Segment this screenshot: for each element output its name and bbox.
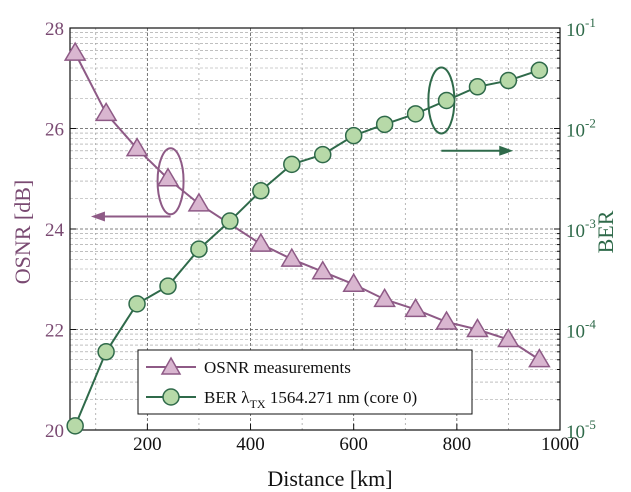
- ber-point: [221, 212, 239, 230]
- osnr-point: [528, 348, 551, 368]
- left-axis: 20 22 24 26 28: [45, 19, 76, 442]
- ber-point: [159, 277, 177, 295]
- ber-point: [128, 295, 146, 313]
- osnr-point: [497, 328, 520, 348]
- left-tick-label: 28: [45, 19, 64, 40]
- ber-point: [468, 78, 487, 96]
- right-tick-label: 10-3: [566, 216, 596, 242]
- ber-arrow-head: [499, 145, 514, 156]
- left-tick-label: 20: [45, 421, 64, 442]
- legend-osnr-marker: [160, 356, 182, 375]
- osnr-point: [249, 232, 273, 252]
- osnr-point: [404, 297, 427, 318]
- ber-point: [375, 115, 394, 134]
- ber-point: [437, 91, 456, 110]
- legend-ber-label: BER λTX 1564.271 nm (core 0): [204, 388, 417, 411]
- osnr-point: [342, 272, 365, 293]
- x-axis-label: Distance [km]: [267, 466, 392, 491]
- right-y-axis-label: BER: [593, 210, 618, 253]
- osnr-point: [373, 287, 396, 308]
- ber-point: [190, 240, 208, 258]
- legend: OSNR measurements BER λTX 1564.271 nm (c…: [137, 349, 473, 415]
- ber-point: [313, 145, 332, 164]
- ber-point: [252, 182, 270, 200]
- ber-point: [97, 343, 115, 361]
- ber-point: [406, 105, 425, 123]
- bottom-tick-label: 200: [133, 434, 162, 455]
- ber-point: [530, 61, 549, 79]
- legend-ber-marker: [162, 388, 180, 406]
- left-tick-label: 24: [45, 220, 65, 241]
- series-0-line: [74, 52, 540, 361]
- osnr-point: [63, 41, 87, 61]
- legend-osnr-label: OSNR measurements: [204, 358, 351, 377]
- osnr-point: [311, 260, 335, 280]
- right-tick-label: 10-5: [566, 417, 596, 443]
- ber-point: [66, 417, 84, 435]
- left-tick-label: 26: [45, 120, 64, 141]
- right-axis: 10-5 10-4 10-3 10-2 10-1: [554, 15, 596, 443]
- right-tick-label: 10-4: [566, 317, 596, 343]
- osnr-ellipse: [156, 147, 185, 216]
- osnr-arrow-head: [90, 211, 105, 222]
- osnr-point: [125, 137, 149, 157]
- bottom-axis: 200 400 600 800 1000: [133, 424, 579, 455]
- left-y-axis-label: OSNR [dB]: [10, 180, 35, 285]
- bottom-tick-label: 600: [339, 434, 368, 455]
- osnr-point: [466, 318, 489, 338]
- bottom-tick-label: 1000: [541, 434, 579, 455]
- ber-point: [344, 126, 363, 145]
- ber-point: [283, 155, 301, 174]
- legend-box: [137, 349, 473, 415]
- bottom-tick-label: 800: [443, 434, 472, 455]
- left-tick-label: 22: [45, 321, 64, 342]
- right-tick-label: 10-2: [566, 116, 596, 142]
- osnr-point: [280, 247, 304, 267]
- series-1-line: [74, 69, 540, 427]
- bottom-tick-label: 400: [236, 434, 265, 455]
- osnr-point: [94, 101, 118, 122]
- osnr-point: [187, 192, 211, 212]
- series: [63, 41, 551, 435]
- osnr-point: [156, 167, 180, 187]
- ber-point: [499, 71, 518, 90]
- right-tick-label: 10-1: [566, 15, 596, 41]
- osnr-point: [435, 310, 458, 330]
